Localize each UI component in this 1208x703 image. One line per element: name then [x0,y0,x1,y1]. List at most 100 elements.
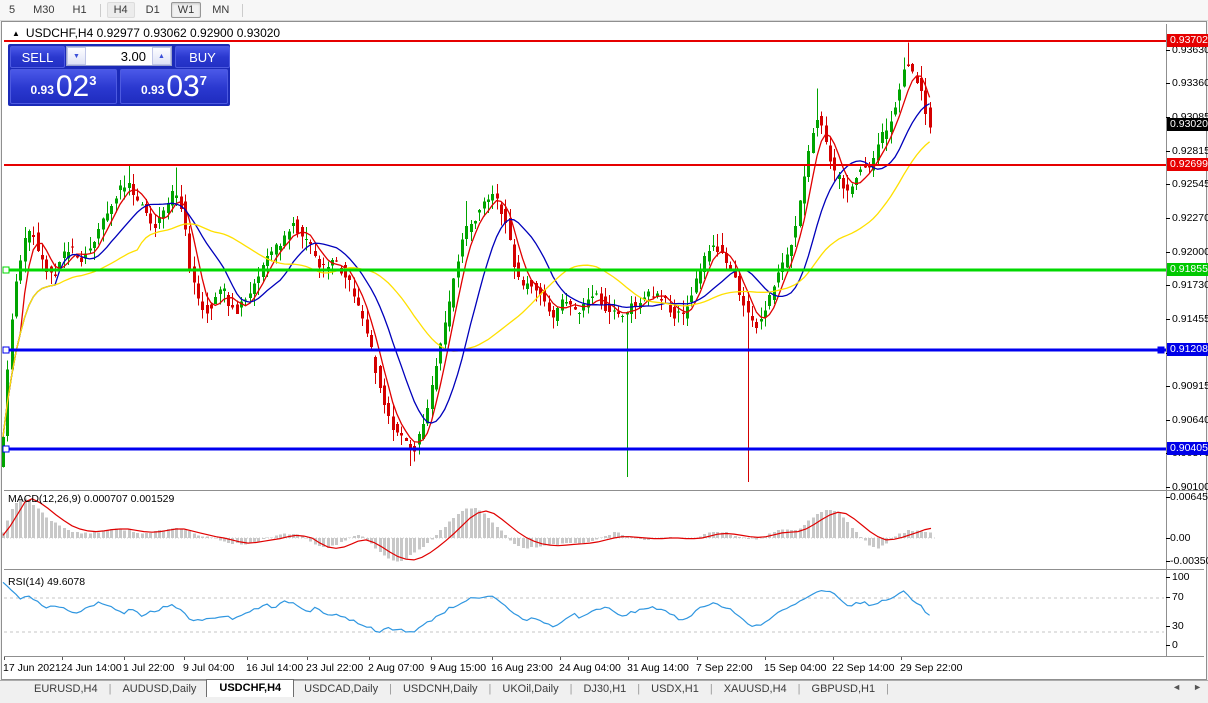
price-tick-mark [1166,252,1170,253]
price-badge: 0.93702 [1167,34,1208,47]
macd-tick-label: -0.003507 [1170,555,1208,567]
timeframe-button-w1[interactable]: W1 [170,2,202,18]
tab-separator: | [637,683,641,695]
date-tick-mark [765,657,766,660]
buy-price-button[interactable]: 0.93 03 7 [120,69,228,104]
tab-usdchf-h4[interactable]: USDCHF,H4 [206,678,295,697]
buy-price-big: 03 [166,70,200,103]
price-tick-label: 0.93360 [1172,77,1208,89]
sell-price-button[interactable]: 0.93 02 3 [10,69,117,104]
panel-separator [4,656,1204,657]
price-tick-mark [1166,285,1170,286]
rsi-tick-mark [1166,626,1170,627]
tab-scroll-left-ic on[interactable]: ◄ [1172,682,1182,692]
tab-dj30-h1[interactable]: DJ30,H1 [583,683,627,695]
buy-button[interactable]: BUY [175,46,230,68]
tab-separator: | [108,683,112,695]
volume-input[interactable] [86,47,152,65]
price-tick-label: 0.90915 [1172,380,1208,392]
timeframe-toolbar: 5 M30 H1 H4 D1 W1 MN [0,0,1208,21]
timeframe-button-m30[interactable]: M30 [33,4,55,16]
price-badge: 0.91208 [1167,343,1208,356]
price-tick-label: 0.91730 [1172,279,1208,291]
timeframe-button-d1[interactable]: D1 [145,4,160,16]
sell-price-big: 02 [55,70,90,103]
tab-separator: | [389,683,392,695]
date-tick-mark [492,657,493,660]
date-tick-mark [833,657,834,660]
chart-title-text: USDCHF,H4 0.92977 0.93062 0.92900 0.9302… [25,26,281,40]
date-label: 16 Jul 14:00 [246,662,304,674]
date-label: 16 Aug 23:00 [491,662,553,674]
price-tick-mark [1166,218,1170,219]
rsi-tick-mark [1166,577,1170,578]
date-label: 22 Sep 14:00 [832,662,895,674]
sell-button[interactable]: SELL [10,46,65,68]
tab-separator: | [488,683,492,695]
rsi-tick-label: 0 [1172,639,1178,651]
tab-ukoil-daily[interactable]: UKOil,Daily [502,683,559,695]
date-tick-mark [184,657,185,660]
volume-increase-button[interactable]: ▲ [152,47,171,65]
date-tick-mark [369,657,370,660]
macd-tick-mark [1166,538,1170,539]
tab-gbpusd-h1[interactable]: GBPUSD,H1 [811,683,876,695]
rsi-tick-mark [1166,645,1170,646]
price-tick-mark [1166,83,1170,84]
volume-decrease-button[interactable]: ▼ [67,47,86,65]
tab-separator: | [886,683,889,695]
tab-usdcad-daily[interactable]: USDCAD,Daily [304,683,379,695]
panel-separator [4,490,1204,491]
date-label: 24 Aug 04:00 [559,662,621,674]
date-tick-mark [4,657,5,660]
time-axis[interactable] [2,657,1204,678]
date-tick-mark [901,657,902,660]
tab-usdx-h1[interactable]: USDX,H1 [651,683,699,695]
tab-separator: | [569,683,573,695]
date-tick-mark [307,657,308,660]
date-tick-mark [560,657,561,660]
date-label: 2 Aug 07:00 [368,662,425,674]
date-tick-mark [431,657,432,660]
price-tick-mark [1166,117,1170,118]
date-label: 9 Aug 15:00 [430,662,487,674]
toolbar-separator [242,3,244,17]
timeframe-button-5[interactable]: 5 [9,4,16,16]
macd-tick-label: 0.00 [1170,532,1191,544]
timeframe-button-h1[interactable]: H1 [72,4,87,16]
timeframe-button-h4[interactable]: H4 [106,2,135,18]
price-axis-border [1166,24,1167,656]
tab-scroll-controls: ◄ ► [1172,682,1202,692]
tab-scroll-right-icon[interactable]: ► [1193,682,1202,692]
volume-spinner: ▼ ▲ [66,46,172,66]
price-tick-mark [1166,420,1170,421]
date-label: 29 Sep 22:00 [900,662,963,674]
timeframe-button-mn[interactable]: MN [212,4,230,16]
spinner-down-icon: ▼ [73,52,80,60]
sell-price-prefix: 0.93 [30,83,54,97]
buy-price-sup: 7 [199,73,207,88]
date-label: 15 Sep 04:00 [764,662,827,674]
price-badge: 0.92699 [1167,158,1208,171]
toolbar-separator [99,3,101,17]
price-tick-mark [1166,50,1170,51]
buy-price-prefix: 0.93 [141,83,165,97]
date-label: 23 Jul 22:00 [306,662,364,674]
date-label: 17 Jun 2021 [3,662,61,674]
tab-audusd-daily[interactable]: AUDUSD,Daily [122,683,197,695]
date-label: 1 Jul 22:00 [123,662,175,674]
rsi-tick-label: 30 [1172,620,1184,632]
price-tick-mark [1166,184,1170,185]
tab-usdcnh-daily[interactable]: USDCNH,Daily [402,683,478,695]
macd-tick-label: 0.0064517 [1170,491,1208,503]
date-tick-mark [697,657,698,660]
tab-eurusd-h4[interactable]: EURUSD,H4 [34,683,98,695]
chart-collapse-icon[interactable]: ▲ [12,29,20,38]
price-tick-label: 0.93630 [1172,44,1208,56]
chart-tab-bar: EURUSD,H4 | AUDUSD,Daily USDCHF,H4 USDCAD,Da… [0,678,1208,697]
rsi-tick-mark [1166,597,1170,598]
tab-xauusd-h4[interactable]: XAUUSD,H4 [723,683,787,695]
price-tick-label: 0.92270 [1172,212,1208,224]
